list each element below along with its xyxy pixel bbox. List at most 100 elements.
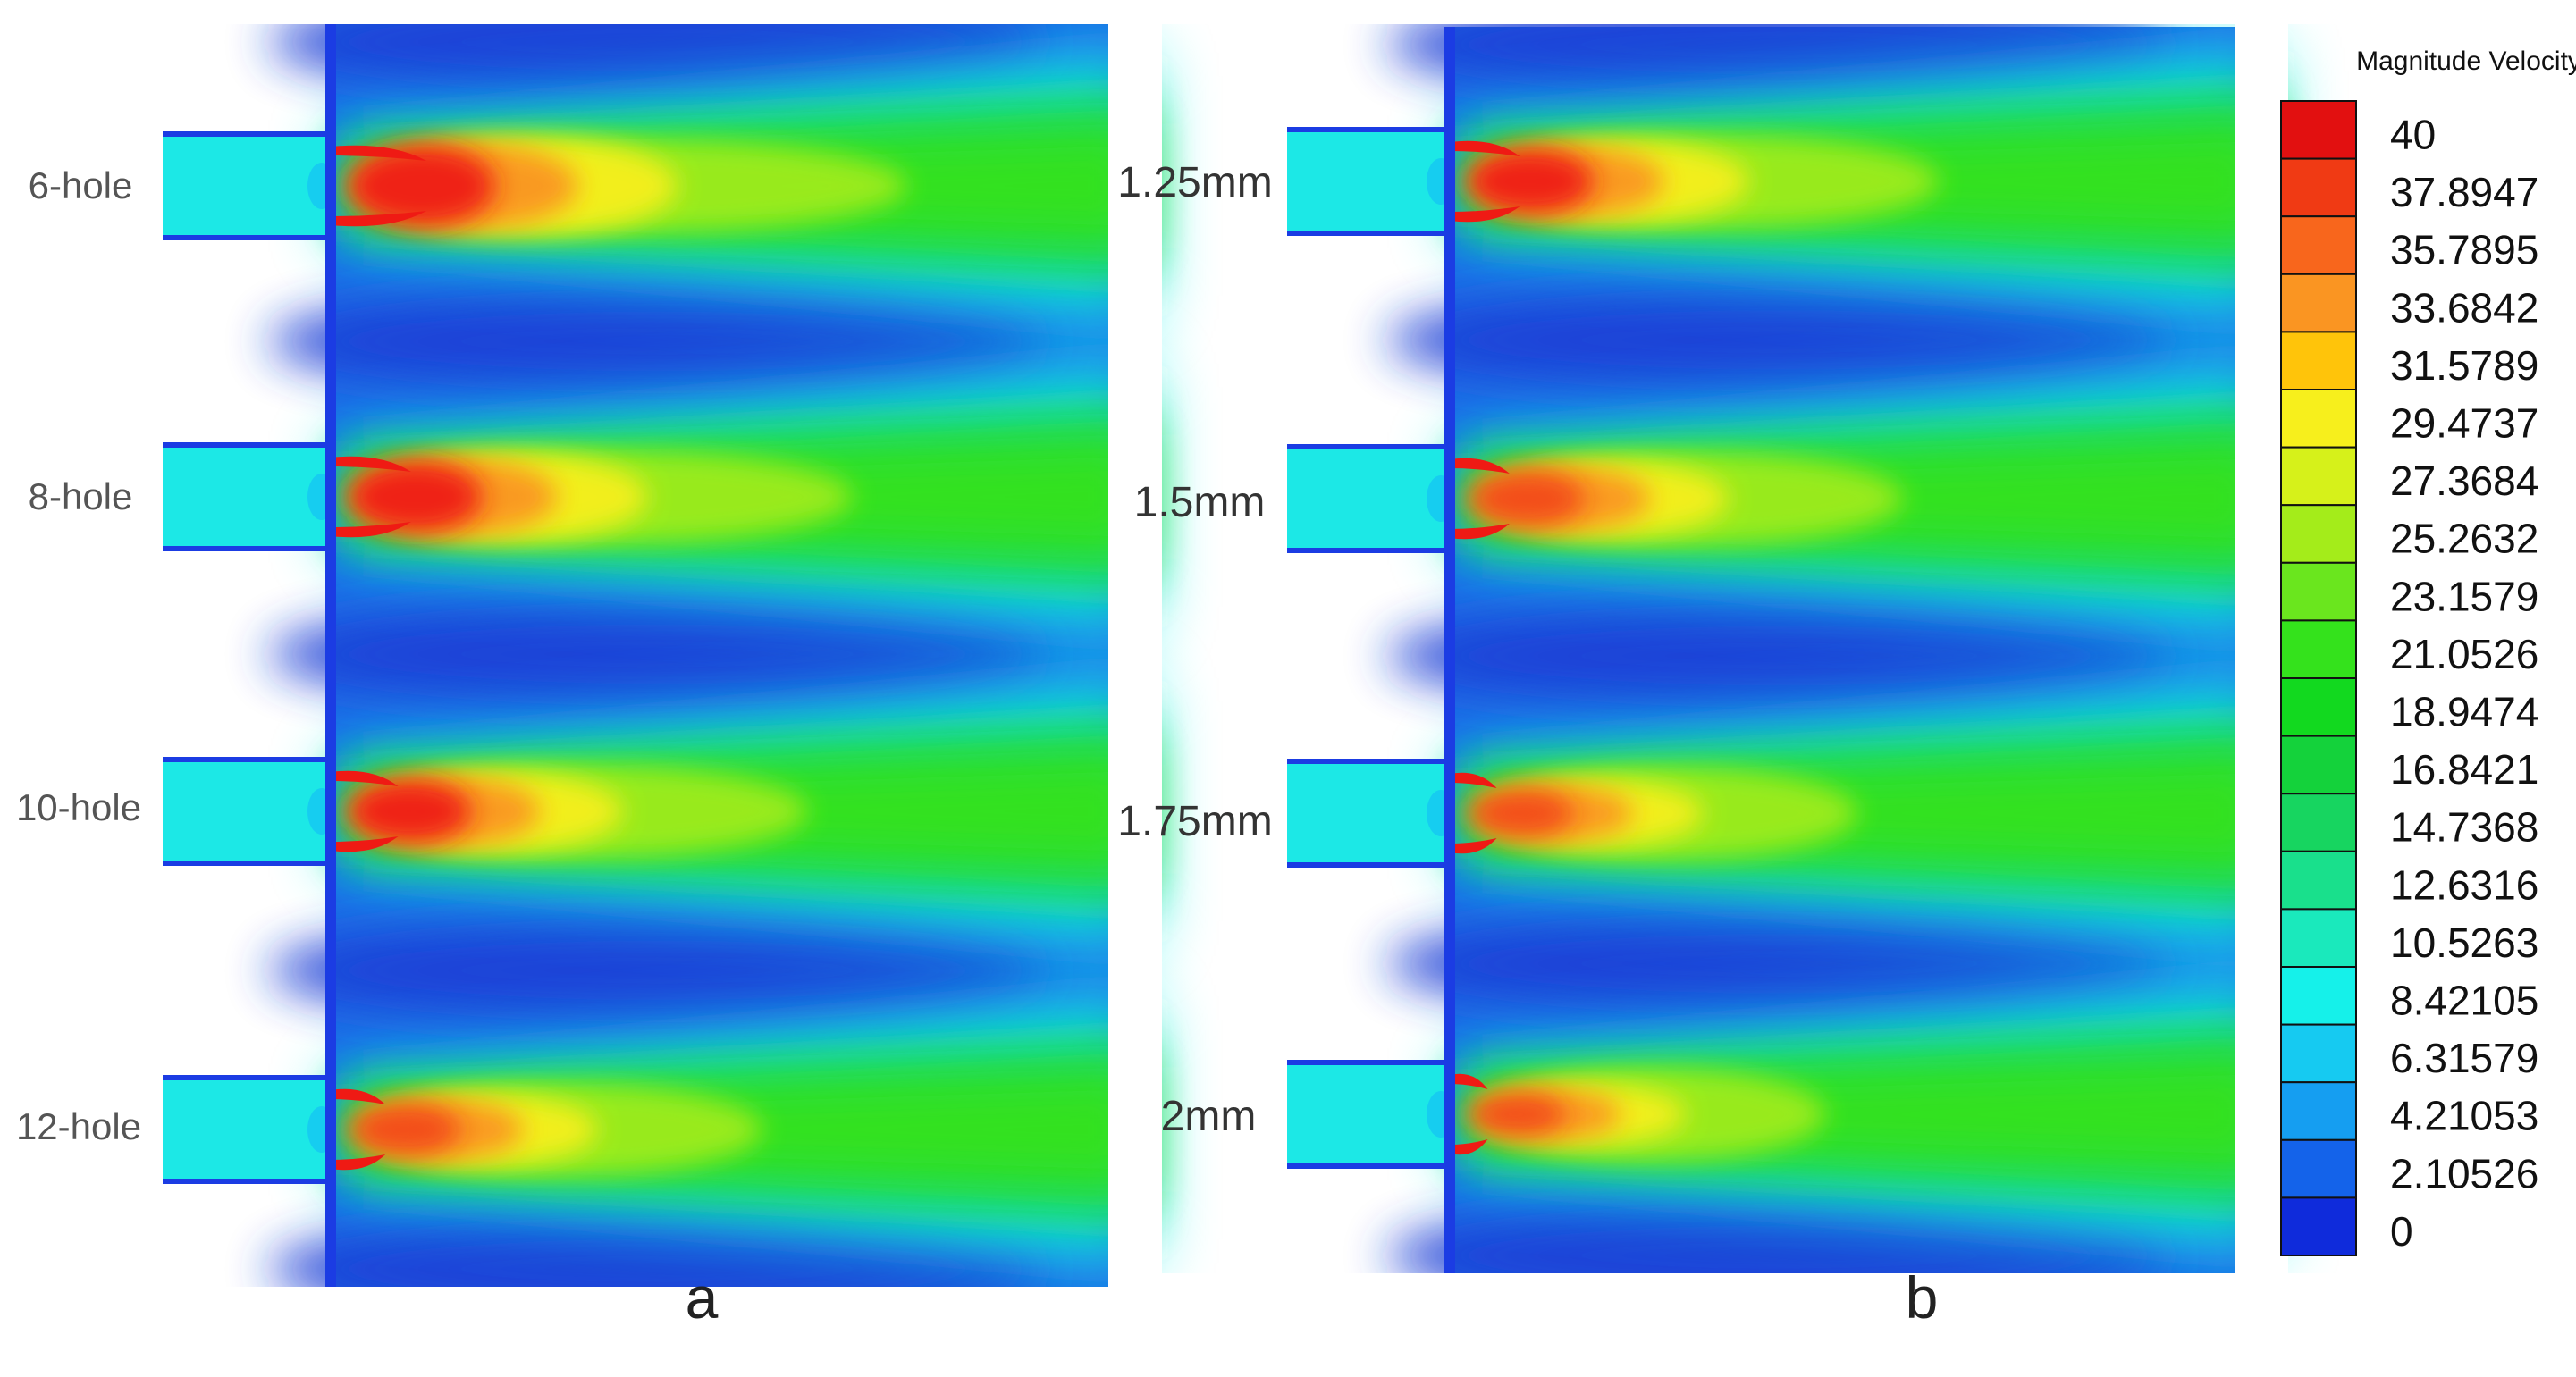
colorbar-swatch [2280, 735, 2357, 795]
edge-mask [0, 0, 2576, 24]
panel-b-inlet-wall-bottom [1287, 862, 1450, 868]
colorbar-legend: Magnitude Velocity 40 37.8947 35.7895 33.68… [2280, 46, 2576, 1257]
panel-b-hole-edge-bottom [1450, 1139, 1488, 1155]
colorbar-swatch [2280, 389, 2357, 449]
panel-a-hole-edge-top [331, 1088, 386, 1104]
colorbar-tick-label: 10.5263 [2390, 919, 2538, 966]
colorbar-tick-label: 23.1579 [2390, 573, 2538, 619]
panel-b-hole-edge-bottom [1450, 206, 1520, 223]
panel-b-inlet-pipe [1287, 1064, 1450, 1164]
row-label-1-25mm: 1.25mm [1117, 159, 1272, 206]
colorbar-swatch [2280, 1196, 2357, 1257]
row-label-6-hole: 6-hole [29, 164, 133, 206]
colorbar-swatch [2280, 561, 2357, 622]
colorbar-swatch [2280, 966, 2357, 1026]
panel-a-hole-edge-bottom [331, 1154, 386, 1171]
colorbar-swatch [2280, 504, 2357, 564]
panel-a-hole-count [163, 0, 1162, 1377]
row-label-10-hole: 10-hole [16, 786, 141, 828]
panel-b-hole-edge-top [1450, 772, 1497, 788]
panel-a-low-velocity-band [268, 290, 1047, 393]
panel-caption-a: a [686, 1264, 719, 1331]
colorbar-swatches [2280, 100, 2357, 1257]
panel-a-inlet-wall-bottom [163, 861, 331, 866]
panel-a-jet-red-core [347, 460, 483, 533]
colorbar-tick-label: 31.5789 [2390, 342, 2538, 389]
panel-b-low-velocity-band [1386, 911, 2172, 1016]
row-label-1-75mm: 1.75mm [1117, 798, 1272, 845]
panel-b-hole-edge-top [1450, 140, 1520, 156]
panel-a-jet-red-core [347, 1101, 460, 1158]
panel-a-inlet-wall-bottom [163, 1179, 331, 1184]
colorbar-tick-label: 2.10526 [2390, 1150, 2538, 1196]
colorbar-swatch [2280, 100, 2357, 160]
panel-b-wall [1444, 27, 1455, 1273]
colorbar-swatch [2280, 793, 2357, 852]
panel-b-inlet-pipe [1287, 449, 1450, 549]
row-label-8-hole: 8-hole [29, 475, 133, 517]
edge-mask [1126, 1273, 2576, 1377]
panel-a-inlet-wall-top [163, 757, 331, 762]
panel-b-low-velocity-band [1386, 288, 2172, 392]
panel-a-inlet-wall-top [163, 131, 331, 137]
panel-b-jet-red-core [1466, 148, 1594, 214]
colorbar-tick-label: 14.7368 [2390, 804, 2538, 851]
colorbar-swatch [2280, 1138, 2357, 1199]
row-label-2mm: 2mm [1161, 1093, 1257, 1140]
colorbar-swatch [2280, 273, 2357, 333]
panel-a-jet-red-core [347, 145, 495, 227]
row-label-12-hole: 12-hole [16, 1105, 141, 1147]
panel-b-hole-edge-bottom [1450, 838, 1497, 854]
colorbar-tick-labels: 40 37.8947 35.7895 33.6842 31.5789 29.4737 27.… [2390, 112, 2538, 1255]
colorbar-tick-label: 37.8947 [2390, 169, 2538, 215]
panel-a-hole-edge-bottom [331, 211, 427, 227]
panel-b-inlet-wall-bottom [1287, 231, 1450, 236]
panel-a-hole-edge-top [331, 456, 411, 472]
colorbar-tick-label: 0 [2390, 1208, 2413, 1255]
panel-b-inlet-wall-bottom [1287, 548, 1450, 553]
panel-b-hole-edge-top [1450, 458, 1510, 474]
panel-b-edge-mask [2235, 0, 2288, 1377]
colorbar-swatch [2280, 908, 2357, 969]
panel-a-jet-red-core [347, 779, 472, 844]
colorbar-tick-label: 6.31579 [2390, 1035, 2538, 1081]
panel-a-inlet-pipe [163, 761, 331, 861]
colorbar-swatch [2280, 850, 2357, 911]
colorbar-tick-label: 16.8421 [2390, 746, 2538, 793]
panel-a-inlet-pipe [163, 447, 331, 547]
colorbar-swatch [2280, 1081, 2357, 1141]
colorbar-tick-label: 4.21053 [2390, 1093, 2538, 1139]
panel-b-inlet-wall-top [1287, 444, 1450, 449]
panel-a-hole-edge-top [331, 770, 399, 786]
panel-b-inlet-wall-top [1287, 1060, 1450, 1065]
colorbar-swatch [2280, 677, 2357, 737]
colorbar-swatch [2280, 157, 2357, 218]
row-label-1-5mm: 1.5mm [1134, 479, 1266, 526]
panel-b-inlet-pipe [1287, 131, 1450, 231]
panel-b-inlet-wall-bottom [1287, 1163, 1450, 1169]
colorbar-swatch [2280, 1023, 2357, 1084]
panel-a-inlet-wall-top [163, 1075, 331, 1080]
colorbar-tick-label: 25.2632 [2390, 516, 2538, 562]
panel-a-inlet-wall-bottom [163, 546, 331, 551]
panel-a-inlet-pipe [163, 1079, 331, 1180]
panel-a-inlet-pipe [163, 136, 331, 236]
panel-b-jet-red-core [1466, 1091, 1566, 1138]
colorbar-swatch [2280, 619, 2357, 680]
colorbar-tick-label: 21.0526 [2390, 631, 2538, 677]
panel-b-jet-red-core [1466, 468, 1585, 529]
panel-b-hole-edge-bottom [1450, 524, 1510, 540]
colorbar-swatch [2280, 331, 2357, 390]
colorbar-tick-label: 35.7895 [2390, 227, 2538, 273]
panel-a-hole-edge-bottom [331, 522, 411, 538]
panel-a-edge-mask [1108, 0, 1162, 1377]
colorbar-swatch [2280, 215, 2357, 275]
panel-caption-b: b [1906, 1264, 1939, 1331]
panel-a-wall [325, 24, 336, 1287]
panel-b-inlet-wall-top [1287, 127, 1450, 132]
panel-b-inlet-wall-top [1287, 759, 1450, 764]
colorbar-tick-label: 27.3684 [2390, 458, 2538, 504]
colorbar-swatch [2280, 446, 2357, 507]
panel-b-hole-edge-top [1450, 1073, 1488, 1089]
